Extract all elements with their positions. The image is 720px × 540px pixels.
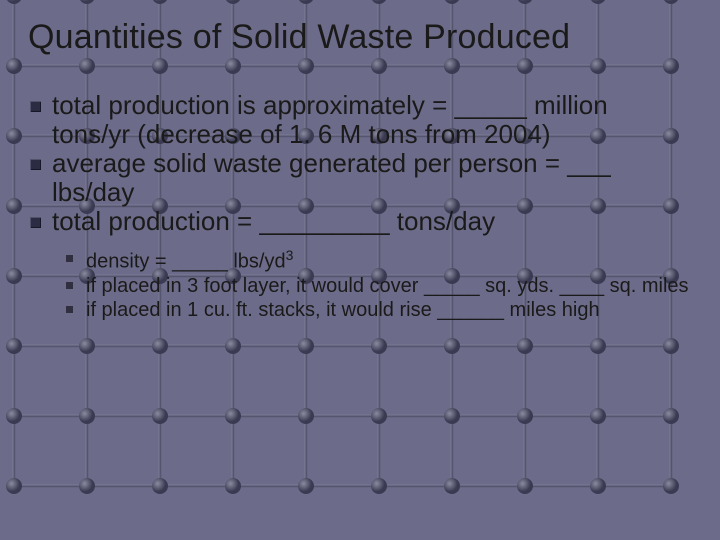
superscript: 3 — [286, 247, 294, 263]
sub-bullet-text: density = _____ lbs/yd — [86, 250, 286, 272]
bullet-item: total production is approximately = ____… — [52, 91, 692, 149]
sub-bullet-item: density = _____ lbs/yd3 — [86, 247, 692, 274]
slide-title: Quantities of Solid Waste Produced — [28, 18, 692, 57]
slide-content: Quantities of Solid Waste Produced total… — [0, 0, 720, 322]
bullet-item: total production = _________ tons/day — [52, 207, 692, 236]
sub-bullet-text: if placed in 1 cu. ft. stacks, it would … — [86, 299, 600, 321]
main-bullet-list: total production is approximately = ____… — [28, 91, 692, 237]
sub-bullet-item: if placed in 3 foot layer, it would cove… — [86, 274, 692, 298]
sub-bullet-list: density = _____ lbs/yd3 if placed in 3 f… — [28, 247, 692, 323]
sub-bullet-item: if placed in 1 cu. ft. stacks, it would … — [86, 298, 692, 322]
sub-bullet-text: if placed in 3 foot layer, it would cove… — [86, 275, 689, 297]
bullet-item: average solid waste generated per person… — [52, 149, 692, 207]
